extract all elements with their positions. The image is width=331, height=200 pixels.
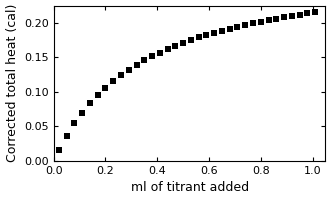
X-axis label: ml of titrant added: ml of titrant added [130,181,249,194]
Y-axis label: Corrected total heat (cal): Corrected total heat (cal) [6,4,19,162]
